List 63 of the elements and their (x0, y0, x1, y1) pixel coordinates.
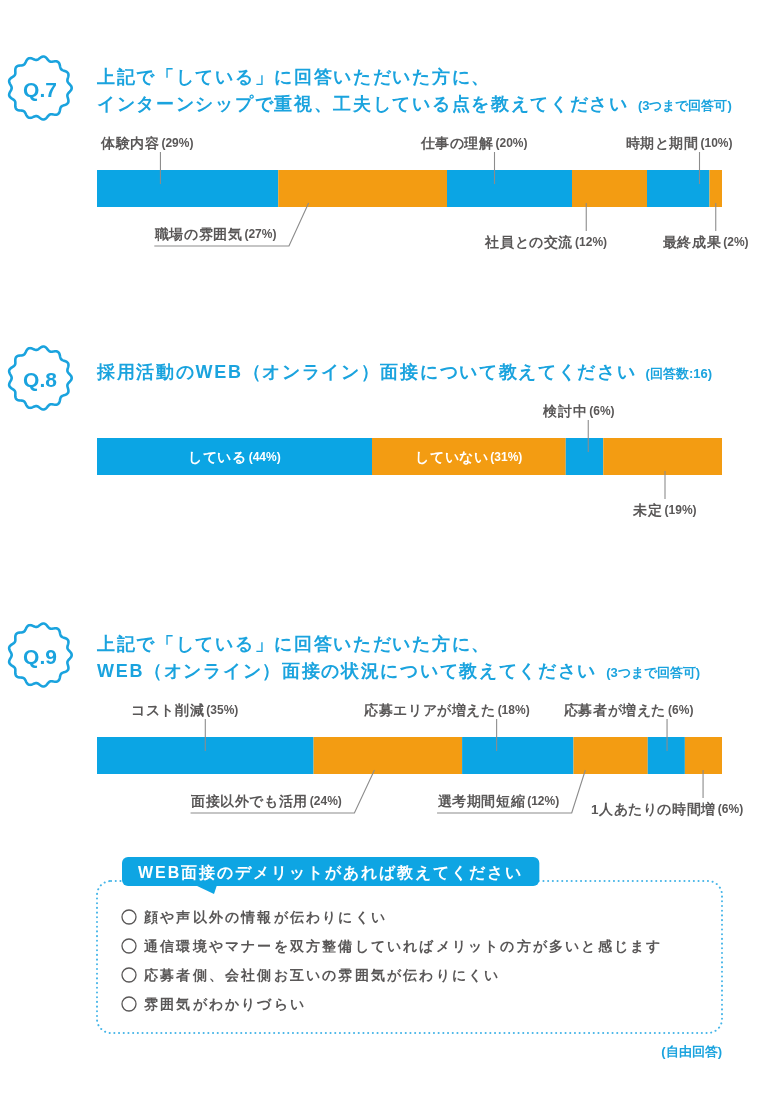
data-label: (2%) (723, 235, 749, 249)
text: 1人あたりの時間増 (590, 800, 716, 817)
bar (313, 737, 463, 774)
data-label: (12%) (575, 235, 608, 249)
series-label: 応募エリアが増えた (363, 701, 496, 718)
text: Q.7 (23, 77, 57, 101)
text: Q.8 (23, 367, 58, 391)
text: 未定 (632, 501, 663, 518)
text: 応募者側、会社側お互いの雰囲気が伝わりにくい (143, 967, 501, 983)
series-label: コスト削減 (131, 702, 205, 718)
bar (573, 737, 648, 774)
text: 通信環境やマナーを双方整備していればメリットの方が多いと感じます (143, 938, 663, 954)
series-label: 面接以外でも活用 (190, 792, 308, 809)
text: 雰囲気がわかりづらい (144, 996, 306, 1012)
chart-title: 上記で「している」に回答いただいた方に、インターンシップで重視、工夫している点を教えてください (96, 67, 629, 114)
bar (97, 737, 314, 774)
bar (278, 170, 447, 207)
bar (462, 737, 574, 774)
series-label: 時期と期間 (625, 135, 699, 151)
data-label: (35%) (206, 703, 239, 717)
text: 顔や声以外の情報が伝わりにくい (143, 909, 387, 925)
data-label: (10%) (700, 136, 733, 150)
bar (647, 170, 710, 207)
chart-subtitle: (回答数:16) (645, 365, 713, 381)
data-label: (27%) (244, 227, 277, 241)
text: 最終成果 (661, 234, 722, 250)
series-label: 検討中 (542, 403, 588, 419)
series-label: していない (415, 449, 489, 464)
bar (97, 438, 372, 475)
bar (572, 170, 647, 207)
data-label: (24%) (309, 794, 342, 808)
bar (447, 170, 572, 207)
text: 社員との交流 (484, 233, 574, 250)
chart-title: 採用活動のWEB（オンライン）面接について教えてください (96, 362, 637, 382)
chart-title: 上記で「している」に回答いただいた方に、WEB（オンライン）面接の状況について教えてください (96, 634, 598, 681)
series-label: 応募者が増えた (562, 701, 667, 718)
data-label: (6%) (717, 802, 744, 816)
bar (97, 170, 279, 207)
bar (372, 438, 566, 475)
series-label: 仕事の理解 (419, 135, 494, 151)
data-label: (29%) (161, 136, 194, 150)
text: (自由回答) (661, 1043, 722, 1059)
text: 選考期間短縮 (436, 792, 526, 809)
data-label: (31%) (490, 449, 523, 464)
chart-subtitle: (3つまで回答可) (606, 664, 701, 680)
bar (684, 737, 722, 774)
bar (709, 170, 722, 207)
text: 職場の雰囲気 (153, 225, 243, 242)
data-label: (6%) (668, 703, 694, 717)
chart-subtitle: (3つまで回答可) (637, 97, 732, 113)
bar (603, 438, 722, 475)
bar (647, 737, 685, 774)
series-label: している (188, 449, 247, 464)
data-label: (19%) (664, 503, 697, 517)
bar (565, 438, 604, 475)
data-label: (6%) (589, 404, 615, 418)
data-label: (44%) (248, 449, 281, 464)
data-label: (12%) (527, 794, 560, 808)
text: Q.9 (23, 644, 57, 668)
data-label: (18%) (497, 703, 530, 717)
text: WEB面接のデメリットがあれば教えてください (138, 863, 524, 882)
data-label: (20%) (495, 136, 528, 150)
series-label: 体験内容 (100, 134, 160, 151)
